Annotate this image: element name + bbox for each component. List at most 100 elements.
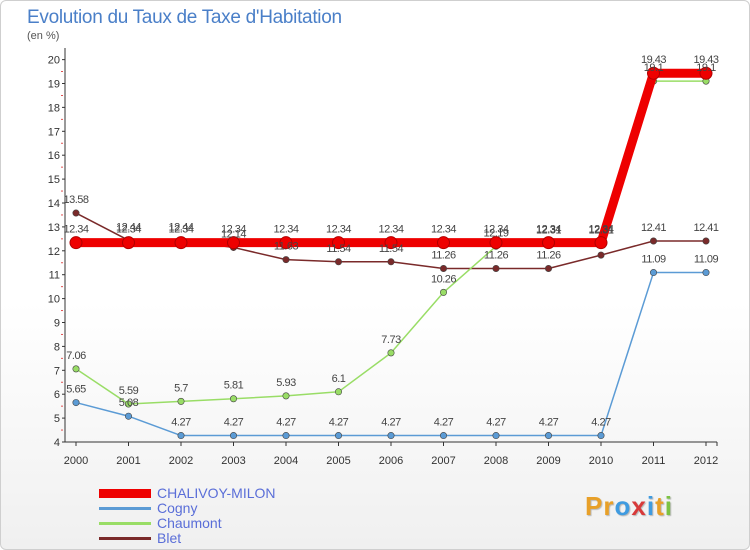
data-label: 4.27 (224, 417, 244, 429)
data-label: 5.08 (119, 397, 139, 409)
x-tick-label: 2002 (169, 455, 193, 467)
data-point (334, 388, 342, 396)
data-label: 10.26 (431, 273, 456, 285)
data-label: 19.43 (693, 54, 718, 66)
data-label: 5.93 (276, 377, 296, 389)
data-label: 19.43 (641, 54, 666, 66)
data-point (647, 66, 660, 80)
legend-label: Cogny (157, 500, 198, 516)
data-label: 4.27 (276, 417, 296, 429)
legend-swatch (99, 537, 151, 540)
data-label: 12.34 (116, 224, 141, 236)
data-label: 6.1 (332, 373, 346, 385)
data-point (594, 236, 608, 250)
data-label: 4.27 (486, 417, 506, 429)
data-label: 12.31 (588, 224, 613, 236)
data-label: 12.34 (536, 224, 561, 236)
data-point (597, 251, 605, 259)
data-label: 12.34 (483, 224, 508, 236)
data-point (230, 395, 238, 403)
series-chalivoy-milon (69, 66, 713, 250)
data-point (439, 264, 447, 272)
x-tick-label: 2004 (274, 455, 298, 467)
x-tick-label: 2009 (536, 455, 560, 467)
data-point (492, 432, 500, 440)
y-tick-label: 14 (48, 198, 60, 210)
data-point (174, 236, 188, 250)
data-point (542, 236, 555, 250)
data-point (492, 264, 500, 272)
legend-label: Blet (157, 530, 182, 546)
data-point (544, 432, 552, 440)
unit-label: (en %) (27, 30, 60, 42)
data-label: 11.54 (326, 243, 351, 255)
legend-swatch (99, 489, 151, 498)
legend-item-cogny: Cogny (99, 500, 359, 516)
x-tick-label: 2012 (694, 455, 718, 467)
data-label: 19.1 (696, 62, 716, 74)
y-tick-label: 12 (48, 246, 60, 258)
data-point (332, 236, 345, 250)
data-point (702, 269, 710, 277)
data-label: 11.63 (274, 241, 299, 253)
data-label: 12.34 (431, 224, 456, 236)
y-tick-label: 11 (49, 270, 60, 282)
data-point (439, 288, 447, 296)
y-tick-label: 20 (48, 55, 60, 67)
data-label: 4.27 (539, 417, 559, 429)
data-label: 12.44 (168, 221, 193, 233)
data-label: 19.1 (644, 62, 664, 74)
line-chart: 4 5 6 7 8 9 10 11 12 13 14 15 16 17 18 19 20 2000 2001 2002… (48, 48, 719, 467)
data-label: 12.41 (641, 222, 666, 234)
y-tick-label: 19 (48, 79, 60, 91)
data-label: 12.34 (588, 224, 613, 236)
data-label: 5.59 (119, 385, 139, 397)
data-label: 11.54 (379, 243, 404, 255)
data-label: 4.27 (381, 417, 401, 429)
axes: 4 5 6 7 8 9 10 11 12 13 14 15 16 17 18 19 20 2000 2001 2002… (48, 48, 718, 467)
data-point (230, 432, 238, 440)
data-label: 5.65 (66, 384, 86, 396)
legend-swatch (99, 522, 151, 525)
legend-label: Chaumont (157, 515, 222, 531)
data-point (72, 365, 80, 373)
data-label: 12.34 (326, 224, 351, 236)
data-point (72, 209, 80, 217)
data-label: 12.34 (63, 224, 88, 236)
proxiti-logo: Proxiti (585, 491, 673, 522)
chart-title: Evolution du Taux de Taxe d'Habitation (27, 7, 342, 28)
data-point (125, 412, 133, 420)
data-label: 12.34 (378, 224, 403, 236)
y-tick-label: 5 (54, 413, 60, 425)
y-tick-label: 6 (54, 389, 60, 401)
data-label: 11.26 (536, 249, 561, 261)
y-tick-label: 18 (48, 102, 60, 114)
x-tick-label: 2003 (221, 455, 245, 467)
data-point (387, 349, 395, 357)
legend-swatch (99, 507, 151, 510)
data-label: 7.06 (66, 350, 86, 362)
data-point (282, 256, 290, 264)
data-label: 12.34 (221, 224, 246, 236)
x-tick-label: 2000 (64, 455, 88, 467)
logo-letter: i (646, 491, 656, 521)
data-labels-layer: 13.58 12.44 12.44 12.14 11.63 11.54 11.54 11.26… (63, 54, 719, 429)
logo-letter: t (655, 491, 665, 521)
legend-label: CHALIVOY-MILON (157, 485, 276, 501)
y-tick-label: 4 (54, 437, 60, 449)
data-label: 11.09 (694, 254, 719, 266)
y-tick-label: 15 (48, 174, 60, 186)
data-label: 4.27 (329, 417, 349, 429)
data-point (439, 432, 447, 440)
data-point (334, 432, 342, 440)
data-point (437, 236, 450, 250)
y-tick-label: 7 (54, 365, 60, 377)
legend-item-blet: Blet (99, 530, 359, 546)
data-label: 12.19 (483, 227, 508, 239)
data-point (69, 236, 83, 250)
data-point (282, 392, 290, 400)
data-point (387, 258, 395, 266)
logo-letter: x (631, 491, 647, 521)
data-point (702, 237, 710, 245)
data-label: 13.58 (63, 194, 88, 206)
